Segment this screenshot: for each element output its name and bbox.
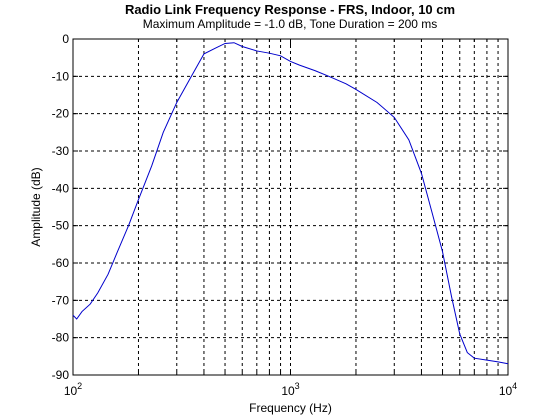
y-tick-label: -30 (52, 144, 70, 158)
y-tick-label: -60 (52, 256, 70, 270)
y-tick-label: -50 (52, 219, 70, 233)
x-tick-label-1000-exp: 3 (295, 381, 300, 391)
y-tick-labels: 0 -10 -20 -30 -40 -50 -60 -70 -80 -90 (52, 32, 70, 382)
x-tick-label-100: 102 (64, 381, 82, 398)
series-line-0 (72, 42, 509, 365)
y-tick-label: -80 (52, 331, 70, 345)
y-tick-label: -10 (52, 69, 70, 83)
y-tick-label: 0 (62, 32, 69, 46)
x-tick-label-100-base: 10 (64, 384, 78, 398)
y-tick-label: -90 (52, 368, 70, 382)
grid (73, 39, 508, 375)
y-tick-label: -70 (52, 293, 70, 307)
x-tick-label-10000-base: 10 (499, 384, 513, 398)
series-group (72, 42, 509, 365)
chart-subtitle: Maximum Amplitude = -1.0 dB, Tone Durati… (143, 17, 438, 31)
x-tick-label-1000-base: 10 (281, 384, 295, 398)
axis-ticks (72, 38, 509, 376)
x-tick-label-1000: 103 (281, 381, 299, 398)
x-tick-label-10000: 104 (499, 381, 517, 398)
y-tick-label: -20 (52, 107, 70, 121)
y-axis-label: Amplitude (dB) (29, 167, 43, 246)
chart-title: Radio Link Frequency Response - FRS, Ind… (125, 2, 455, 17)
x-axis-label: Frequency (Hz) (249, 401, 332, 415)
y-tick-label: -40 (52, 181, 70, 195)
x-tick-label-100-exp: 2 (77, 381, 82, 391)
x-tick-label-10000-exp: 4 (512, 381, 517, 391)
